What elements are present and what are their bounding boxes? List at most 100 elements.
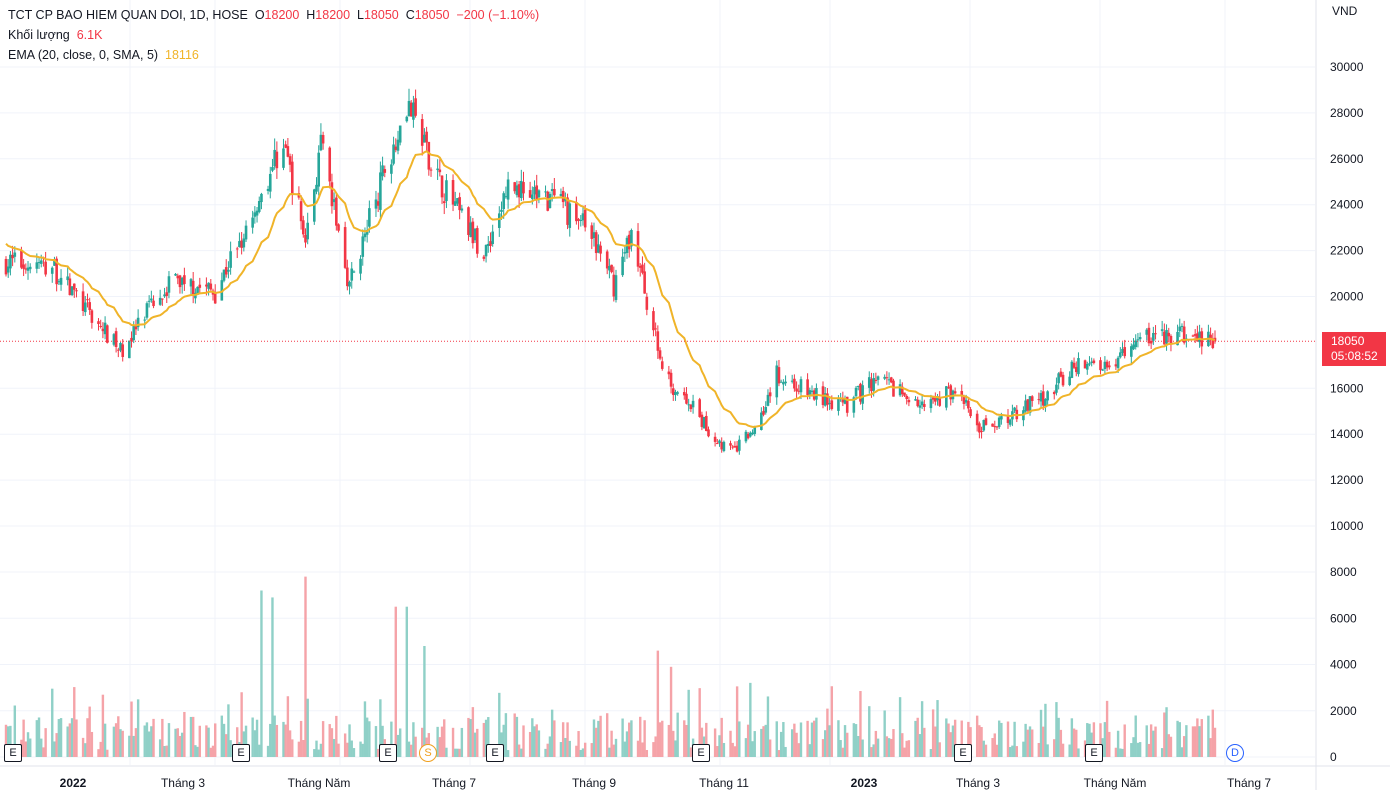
event-badge-e[interactable]: E bbox=[379, 744, 397, 762]
volume-bar bbox=[66, 726, 69, 757]
volume-bar bbox=[718, 735, 721, 757]
candle-body bbox=[1030, 396, 1034, 401]
candle-body bbox=[425, 131, 428, 143]
volume-bar bbox=[26, 732, 30, 757]
volume-bar bbox=[412, 722, 415, 757]
volume-bar bbox=[211, 745, 215, 757]
candle bbox=[26, 261, 30, 280]
candle-body bbox=[700, 414, 704, 427]
candle-body bbox=[39, 260, 43, 264]
candle bbox=[275, 141, 279, 179]
candle-body bbox=[161, 298, 164, 300]
candle bbox=[317, 145, 321, 196]
volume-bar bbox=[1015, 746, 1019, 757]
candle-body bbox=[150, 298, 153, 301]
volume-bar bbox=[901, 733, 904, 757]
candle bbox=[209, 278, 213, 291]
volume-bar bbox=[837, 720, 840, 757]
candle bbox=[328, 146, 332, 189]
candle bbox=[152, 295, 155, 309]
event-badge-e[interactable]: E bbox=[486, 744, 504, 762]
close-label: C bbox=[405, 8, 415, 22]
candle-body bbox=[623, 252, 627, 254]
event-badge-e[interactable]: E bbox=[954, 744, 972, 762]
candle bbox=[75, 287, 78, 298]
event-badge-s[interactable]: S bbox=[419, 744, 437, 762]
event-badge-d[interactable]: D bbox=[1226, 744, 1244, 762]
event-badge-e[interactable]: E bbox=[4, 744, 22, 762]
event-badge-e[interactable]: E bbox=[232, 744, 250, 762]
volume-bar bbox=[846, 732, 849, 757]
volume-bar bbox=[136, 699, 140, 757]
volume-bar bbox=[625, 731, 629, 757]
candle-body bbox=[136, 317, 140, 328]
candle-body bbox=[898, 384, 902, 396]
volume-bar bbox=[330, 728, 334, 757]
candle-body bbox=[671, 388, 675, 395]
volume-bar bbox=[436, 726, 439, 757]
volume-bar bbox=[515, 716, 519, 757]
volume-bar bbox=[614, 738, 618, 757]
candle bbox=[793, 374, 796, 392]
candle bbox=[1013, 406, 1016, 414]
candle-body bbox=[381, 165, 384, 177]
volume-bar bbox=[443, 719, 446, 757]
candle bbox=[923, 399, 926, 412]
candle-body bbox=[4, 258, 8, 275]
candle-body bbox=[1041, 391, 1045, 406]
legend-volume-row[interactable]: Khối lượng 6.1K bbox=[8, 25, 539, 45]
price-tick-label: 10000 bbox=[1330, 519, 1364, 533]
legend-ema-row[interactable]: EMA (20, close, 0, SMA, 5) 18116 bbox=[8, 45, 539, 65]
candle-body bbox=[117, 349, 120, 351]
candle-body bbox=[605, 251, 609, 269]
candle-body bbox=[50, 267, 54, 274]
volume-bar bbox=[150, 726, 153, 757]
candle bbox=[1114, 358, 1118, 371]
candle-body bbox=[753, 427, 757, 434]
candle bbox=[553, 177, 556, 199]
candle-body bbox=[982, 420, 986, 431]
volume-bar bbox=[553, 720, 556, 757]
candle-body bbox=[257, 201, 261, 212]
candle bbox=[1180, 323, 1184, 333]
candle bbox=[136, 309, 140, 331]
candle-body bbox=[674, 391, 677, 396]
candle-body bbox=[205, 284, 208, 287]
candle-body bbox=[892, 380, 895, 397]
candle bbox=[213, 284, 217, 304]
volume-bar bbox=[1075, 729, 1078, 757]
event-badge-e[interactable]: E bbox=[692, 744, 710, 762]
candle bbox=[346, 259, 349, 291]
candle bbox=[88, 297, 91, 315]
volume-bar bbox=[876, 738, 880, 757]
candle-body bbox=[350, 268, 354, 281]
volume-bar bbox=[1108, 731, 1111, 757]
candle-body bbox=[99, 325, 102, 327]
candle-body bbox=[152, 300, 155, 307]
candle bbox=[220, 272, 224, 301]
volume-bar bbox=[343, 733, 347, 757]
volume-bar bbox=[830, 686, 834, 757]
time-tick-label: Tháng 11 bbox=[699, 776, 749, 790]
volume-bar bbox=[1182, 736, 1186, 757]
candle bbox=[1037, 392, 1041, 405]
candle-body bbox=[1061, 374, 1065, 386]
candle bbox=[174, 273, 177, 276]
candle-body bbox=[1099, 360, 1102, 371]
volume-bar bbox=[288, 730, 292, 757]
candle-body bbox=[451, 180, 455, 205]
candle bbox=[1123, 339, 1127, 359]
volume-bar bbox=[843, 725, 847, 757]
volume-bar bbox=[1037, 742, 1041, 757]
volume-bar bbox=[269, 723, 272, 757]
candle bbox=[808, 387, 812, 400]
volume-bar bbox=[253, 730, 257, 757]
candle bbox=[381, 156, 384, 181]
candle-body bbox=[1180, 325, 1184, 327]
event-badge-e[interactable]: E bbox=[1085, 744, 1103, 762]
candle bbox=[608, 258, 611, 279]
symbol-line[interactable]: TCT CP BAO HIEM QUAN DOI, 1D, HOSE bbox=[8, 8, 248, 22]
volume-bar bbox=[528, 731, 532, 757]
